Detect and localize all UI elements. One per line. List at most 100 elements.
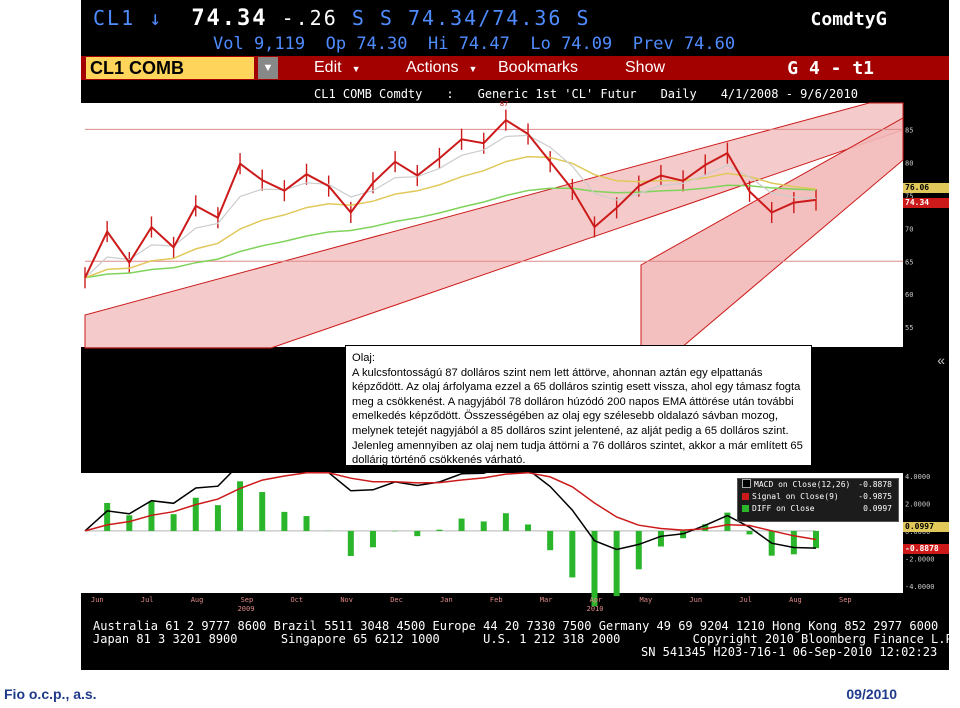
diff-bar — [126, 515, 133, 531]
bloomberg-terminal: CL1 ↓ 74.34 -.26 S S 74.34/74.36 S Comdt… — [81, 0, 949, 670]
diff-bar — [480, 521, 487, 531]
signal-swatch — [742, 493, 749, 500]
menu-edit[interactable]: Edit ▼ — [314, 59, 361, 76]
chart-area: 87 85 80 75 70 65 60 55 4.0000 2.0000 0.0000 -2.00… — [81, 100, 935, 613]
menu-actions[interactable]: Actions ▼ — [406, 59, 478, 76]
quote-flags: S S — [351, 6, 394, 30]
diff-bar — [458, 518, 465, 531]
collapse-arrow-icon[interactable]: « — [937, 352, 945, 368]
diff-bar — [813, 530, 819, 549]
report-date: 09/2010 — [846, 686, 897, 702]
year-label: 2009 — [238, 605, 255, 613]
menu-bookmarks[interactable]: Bookmarks — [498, 59, 579, 76]
diff-bar — [591, 530, 598, 607]
macd-tick-label: -2.0000 — [905, 556, 935, 564]
month-label: Jun — [91, 596, 104, 604]
ticker-dropdown-button[interactable]: ▼ — [258, 57, 278, 79]
price-tick-label: 85 — [905, 126, 913, 134]
trend-channel-main — [84, 102, 904, 349]
month-label: Dec — [390, 596, 403, 604]
diff-bar — [657, 530, 664, 547]
legend-item-macd: MACD on Close(12,26) -0.8878 — [738, 479, 898, 491]
diff-bar — [414, 530, 421, 537]
diff-bar — [104, 502, 111, 531]
down-arrow-icon: ↓ — [149, 6, 164, 30]
month-label: Sep — [241, 596, 254, 604]
ticker-symbol: CL1 — [93, 6, 136, 30]
diff-bar — [613, 530, 620, 597]
high-price: Hi 74.47 — [427, 34, 510, 54]
ticker-input[interactable]: CL1 COMB Comdty — [86, 57, 254, 100]
price-tag: 74.34 — [903, 197, 949, 208]
chart-subtitle: CL1 COMB Comdty: Generic 1st 'CL' Futur Da… — [314, 87, 882, 101]
chevron-down-icon: ▼ — [351, 64, 361, 74]
month-label: Aug — [789, 596, 802, 604]
period: Daily — [660, 87, 697, 101]
month-label: Apr — [590, 596, 603, 604]
quote-line-1: CL1 ↓ 74.34 -.26 S S 74.34/74.36 S — [93, 6, 591, 31]
subtitle-separator: : — [446, 87, 454, 101]
diff-bar — [569, 530, 576, 578]
month-label: Jan — [440, 596, 453, 604]
price-line — [84, 118, 817, 279]
diff-bar — [369, 530, 376, 548]
diff-bar — [192, 497, 199, 531]
macd-tag: 0.0997 — [903, 521, 949, 532]
annotation-text: A kulcsfontosságú 87 dolláros szint nem … — [352, 366, 803, 467]
diff-bar — [746, 530, 753, 535]
diff-bar — [347, 530, 354, 556]
macd-legend: MACD on Close(12,26) -0.8878 Signal on Cl… — [737, 478, 899, 522]
month-label: Jul — [739, 596, 752, 604]
month-label: Mar — [540, 596, 553, 604]
date-axis: Jun Jul Aug Sep Oct Nov Dec Jan Feb Mar Apr May Jun J… — [91, 596, 852, 613]
menu-show[interactable]: Show — [625, 59, 666, 76]
month-label: Oct — [290, 596, 303, 604]
annotation-box: Olaj: A kulcsfontosságú 87 dolláros szin… — [345, 345, 812, 466]
price-tick-label: 75 — [905, 192, 913, 200]
diff-bar — [259, 492, 266, 531]
diff-bar — [214, 505, 221, 531]
company-name: Fio o.c.p., a.s. — [4, 686, 97, 702]
date-range: 4/1/2008 - 9/6/2010 — [720, 87, 858, 101]
month-label: May — [640, 596, 653, 604]
low-price: Lo 74.09 — [530, 34, 613, 54]
price-tick-label: 70 — [905, 225, 913, 233]
price-tick-label: 65 — [905, 258, 913, 266]
macd-panel — [84, 459, 819, 607]
bid-ask: 74.34/74.36 — [407, 6, 563, 30]
open-price: Op 74.30 — [325, 34, 408, 54]
diff-bar — [680, 530, 687, 539]
prev-price: Prev 74.60 — [632, 34, 736, 54]
diff-bar — [724, 512, 731, 531]
chevron-down-icon: ▼ — [262, 62, 274, 74]
macd-tick-label: 4.0000 — [905, 473, 930, 481]
diff-bar — [547, 530, 554, 551]
diff-bar — [436, 529, 443, 531]
diff-bar — [237, 481, 244, 531]
diff-bar — [790, 530, 797, 555]
diff-bar — [170, 514, 177, 531]
footer-line-3: SN 541345 H203-716-1 06-Sep-2010 12:02:2… — [641, 645, 938, 659]
volume: Vol 9,119 — [213, 34, 306, 54]
price-tick-label: 80 — [905, 159, 913, 167]
macd-tick-label: -4.0000 — [905, 583, 935, 591]
net-change: -.26 — [281, 6, 338, 30]
signal-line — [84, 471, 817, 541]
macd-tick-label: 0.0000 — [905, 528, 930, 536]
legend-item-signal: Signal on Close(9) -0.9875 — [738, 491, 898, 503]
price-tick-label: 60 — [905, 291, 913, 299]
market-sector: ComdtyG — [810, 8, 887, 30]
month-label: Nov — [340, 596, 353, 604]
ema-short-line — [84, 134, 817, 279]
diff-bar — [702, 524, 709, 531]
price-tick-label: 55 — [905, 324, 913, 332]
month-label: Jun — [689, 596, 702, 604]
chevron-down-icon: ▼ — [468, 64, 478, 74]
quote-line-2: Vol 9,119 Op 74.30 Hi 74.47 Lo 74.09 Pre… — [213, 34, 735, 54]
diff-bar — [635, 530, 642, 570]
quote-flag-2: S — [576, 6, 591, 30]
month-label: Jul — [141, 596, 154, 604]
legend-item-diff: DIFF on Close 0.0997 — [738, 503, 898, 515]
price-tag: 76.06 — [903, 183, 949, 194]
footer-line-2: Japan 81 3 3201 8900 Singapore 65 6212 1… — [93, 632, 949, 646]
